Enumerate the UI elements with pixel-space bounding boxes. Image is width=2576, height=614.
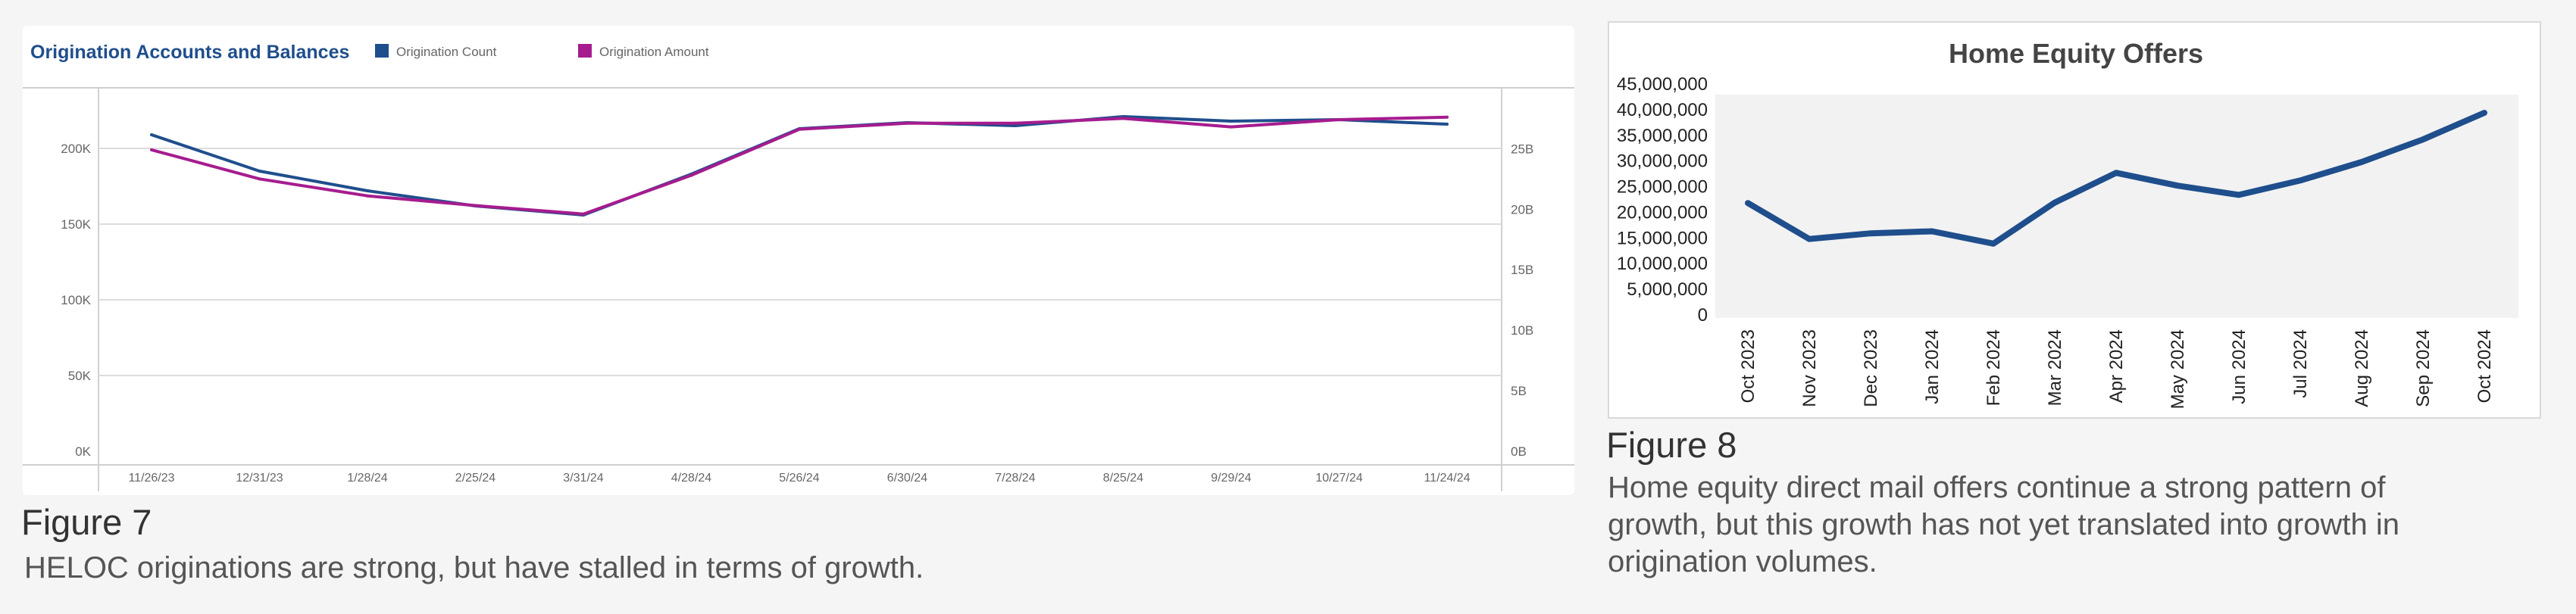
plot-area — [1715, 95, 2518, 318]
x-tick-label: Oct 2023 — [1738, 329, 1758, 403]
y-tick-label: 25,000,000 — [1617, 177, 1708, 198]
x-tick-label: Jun 2024 — [2229, 329, 2249, 404]
y-right-tick-label: 10B — [1511, 323, 1533, 338]
origination-chart-panel: Origination Accounts and Balances Origina… — [23, 26, 1574, 495]
data-point — [2114, 170, 2118, 176]
home-equity-chart-panel: Home Equity Offers 0 5,000,000 10,000,000 15… — [1608, 21, 2541, 419]
x-tick-label: 9/29/24 — [1211, 472, 1251, 485]
data-point — [2421, 137, 2425, 142]
y-left-tick-label: 150K — [61, 217, 91, 232]
y-right-tick-label: 5B — [1511, 384, 1527, 398]
x-tick-label: 8/25/24 — [1103, 472, 1143, 485]
x-tick-label: 5/26/24 — [779, 472, 819, 485]
y-left-tick-label: 100K — [61, 293, 91, 307]
x-tick-label: Jan 2024 — [1922, 329, 1943, 404]
data-point-series-2 — [1121, 117, 1125, 120]
x-tick-label: 4/28/24 — [671, 472, 711, 485]
data-point-series-1 — [366, 189, 369, 192]
x-tick-label: 11/24/24 — [1424, 472, 1470, 485]
data-point — [2052, 200, 2057, 205]
series-line-2 — [151, 115, 1448, 216]
legend-label-2: Origination Amount — [599, 45, 709, 59]
y-tick-label: 20,000,000 — [1617, 202, 1708, 223]
data-point — [2359, 160, 2364, 164]
data-point — [1991, 241, 1996, 246]
y-tick-label: 10,000,000 — [1617, 254, 1708, 274]
legend-label-1: Origination Count — [396, 45, 497, 59]
data-point-series-2 — [474, 204, 477, 207]
y-tick-label: 45,000,000 — [1617, 74, 1708, 95]
chart-title: Home Equity Offers — [1949, 38, 2203, 69]
data-point — [1746, 201, 1750, 206]
data-point — [2482, 111, 2487, 115]
x-tick-label: 3/31/24 — [563, 472, 603, 485]
data-point-series-2 — [1337, 118, 1341, 121]
x-tick-label: 6/30/24 — [887, 472, 927, 485]
x-tick-label: Jul 2024 — [2290, 329, 2311, 398]
data-point-series-2 — [1014, 121, 1017, 125]
x-tick-label: Nov 2023 — [1799, 329, 1820, 407]
data-point-series-1 — [1014, 124, 1017, 127]
data-point-series-2 — [905, 121, 909, 125]
chart-title: Origination Accounts and Balances — [30, 42, 349, 63]
data-point-series-2 — [582, 212, 585, 216]
x-tick-label: 10/27/24 — [1315, 472, 1362, 485]
data-point — [2237, 192, 2241, 198]
x-tick-label: Feb 2024 — [1984, 329, 2004, 406]
data-point — [1868, 231, 1873, 236]
y-right-tick-label: 20B — [1511, 202, 1533, 217]
data-point-series-2 — [1446, 115, 1449, 119]
legend-swatch-2 — [578, 44, 592, 58]
x-tick-label: Dec 2023 — [1861, 329, 1881, 407]
x-tick-label: 12/31/23 — [236, 472, 283, 485]
legend-swatch-1 — [375, 44, 389, 58]
origination-chart: Origination Accounts and Balances Origina… — [23, 42, 1574, 491]
figure-7-title: Figure 7 — [21, 502, 152, 542]
y-left-tick-label: 0K — [75, 444, 91, 459]
data-point-series-2 — [689, 173, 693, 177]
x-tick-label: Oct 2024 — [2474, 329, 2495, 403]
data-point-series-1 — [1230, 120, 1233, 123]
x-tick-label: May 2024 — [2168, 329, 2188, 409]
data-point-series-2 — [258, 177, 261, 181]
data-point — [1930, 229, 1934, 234]
y-tick-label: 40,000,000 — [1617, 100, 1708, 120]
data-point-series-2 — [366, 194, 369, 198]
y-tick-label: 15,000,000 — [1617, 228, 1708, 248]
x-tick-label: 2/25/24 — [455, 472, 496, 485]
series-line-1 — [151, 115, 1448, 217]
x-tick-label: Mar 2024 — [2045, 329, 2065, 406]
y-tick-label: 5,000,000 — [1627, 279, 1708, 300]
figure-8-caption: Home equity direct mail offers continue … — [1608, 471, 2400, 578]
y-right-tick-label: 25B — [1511, 142, 1533, 156]
y-right-tick-label: 15B — [1511, 263, 1533, 277]
data-point-series-1 — [150, 133, 153, 136]
data-point-series-2 — [798, 127, 801, 131]
y-right-tick-label: 0B — [1511, 444, 1527, 459]
figure-7-caption: HELOC originations are strong, but have … — [24, 551, 924, 584]
figure-8-title: Figure 8 — [1606, 425, 1737, 465]
x-tick-label: 11/26/23 — [128, 472, 174, 485]
y-left-tick-label: 200K — [61, 142, 91, 156]
x-tick-label: Apr 2024 — [2106, 329, 2127, 403]
y-tick-label: 0 — [1698, 305, 1708, 326]
x-tick-label: 7/28/24 — [995, 472, 1035, 485]
data-point — [1807, 236, 1812, 242]
home-equity-chart: Home Equity Offers 0 5,000,000 10,000,000 15… — [1617, 38, 2518, 409]
data-point-series-2 — [1230, 125, 1233, 129]
y-tick-label: 30,000,000 — [1617, 151, 1708, 172]
data-point-series-1 — [1446, 123, 1449, 126]
y-tick-label: 35,000,000 — [1617, 126, 1708, 146]
x-tick-label: 1/28/24 — [347, 472, 387, 485]
data-point-series-1 — [258, 170, 261, 173]
y-left-tick-label: 50K — [68, 369, 92, 383]
x-tick-label: Aug 2024 — [2352, 329, 2372, 407]
x-tick-label: Sep 2024 — [2413, 329, 2434, 407]
data-point — [2175, 183, 2180, 189]
data-point-series-2 — [150, 148, 153, 151]
data-point — [2298, 178, 2302, 183]
